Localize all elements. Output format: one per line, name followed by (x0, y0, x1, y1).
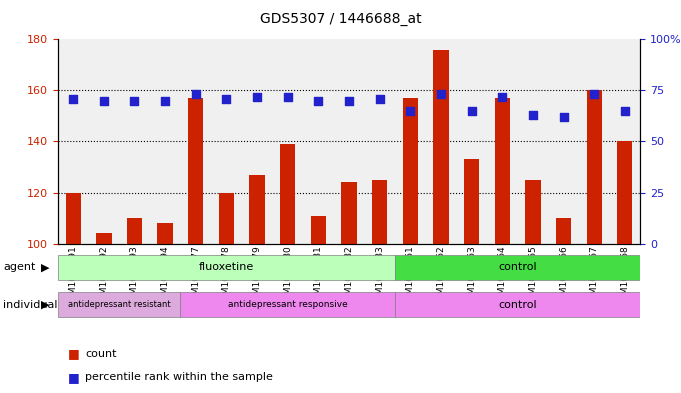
Text: percentile rank within the sample: percentile rank within the sample (85, 372, 273, 382)
Text: fluoxetine: fluoxetine (199, 262, 254, 272)
Text: ■: ■ (68, 347, 80, 360)
Point (528, 112, 539, 118)
Bar (65, 193, 81, 244)
Point (159, 97, 170, 104)
Bar (249, 174, 265, 244)
Point (68, 95, 79, 102)
Point (313, 97, 324, 104)
FancyBboxPatch shape (395, 292, 640, 317)
Point (375, 95, 385, 102)
Bar (494, 98, 510, 244)
Bar (341, 182, 357, 244)
Text: control: control (498, 262, 537, 272)
Point (129, 97, 140, 104)
Point (558, 114, 569, 120)
Text: ▶: ▶ (41, 299, 49, 310)
FancyBboxPatch shape (58, 255, 395, 280)
Bar (464, 159, 479, 244)
Text: count: count (85, 349, 116, 359)
Bar (157, 223, 173, 244)
Bar (127, 218, 142, 244)
Point (221, 95, 232, 102)
FancyBboxPatch shape (58, 292, 180, 317)
Point (436, 91, 447, 97)
Bar (188, 98, 204, 244)
Point (191, 91, 202, 97)
Bar (311, 215, 326, 244)
Text: individual: individual (3, 299, 58, 310)
Bar (586, 90, 602, 244)
Point (251, 94, 262, 100)
Bar (372, 180, 387, 244)
Point (620, 108, 631, 114)
Point (282, 94, 293, 100)
Bar (556, 218, 571, 244)
Point (344, 97, 355, 104)
Bar (280, 144, 296, 244)
Text: antidepressant responsive: antidepressant responsive (228, 300, 347, 309)
Bar (219, 193, 234, 244)
Bar (617, 141, 633, 244)
Text: GDS5307 / 1446688_at: GDS5307 / 1446688_at (259, 12, 422, 26)
Point (98, 97, 109, 104)
Point (588, 91, 599, 97)
Bar (402, 98, 418, 244)
Text: control: control (498, 299, 537, 310)
Point (405, 108, 415, 114)
FancyBboxPatch shape (180, 292, 395, 317)
FancyBboxPatch shape (395, 255, 640, 280)
Text: antidepressant resistant: antidepressant resistant (68, 300, 170, 309)
Point (496, 94, 507, 100)
Point (466, 108, 477, 114)
Text: ▶: ▶ (41, 262, 49, 272)
Text: agent: agent (3, 262, 36, 272)
Bar (433, 50, 449, 244)
Bar (525, 180, 541, 244)
Text: ■: ■ (68, 371, 80, 384)
Bar (96, 233, 112, 244)
